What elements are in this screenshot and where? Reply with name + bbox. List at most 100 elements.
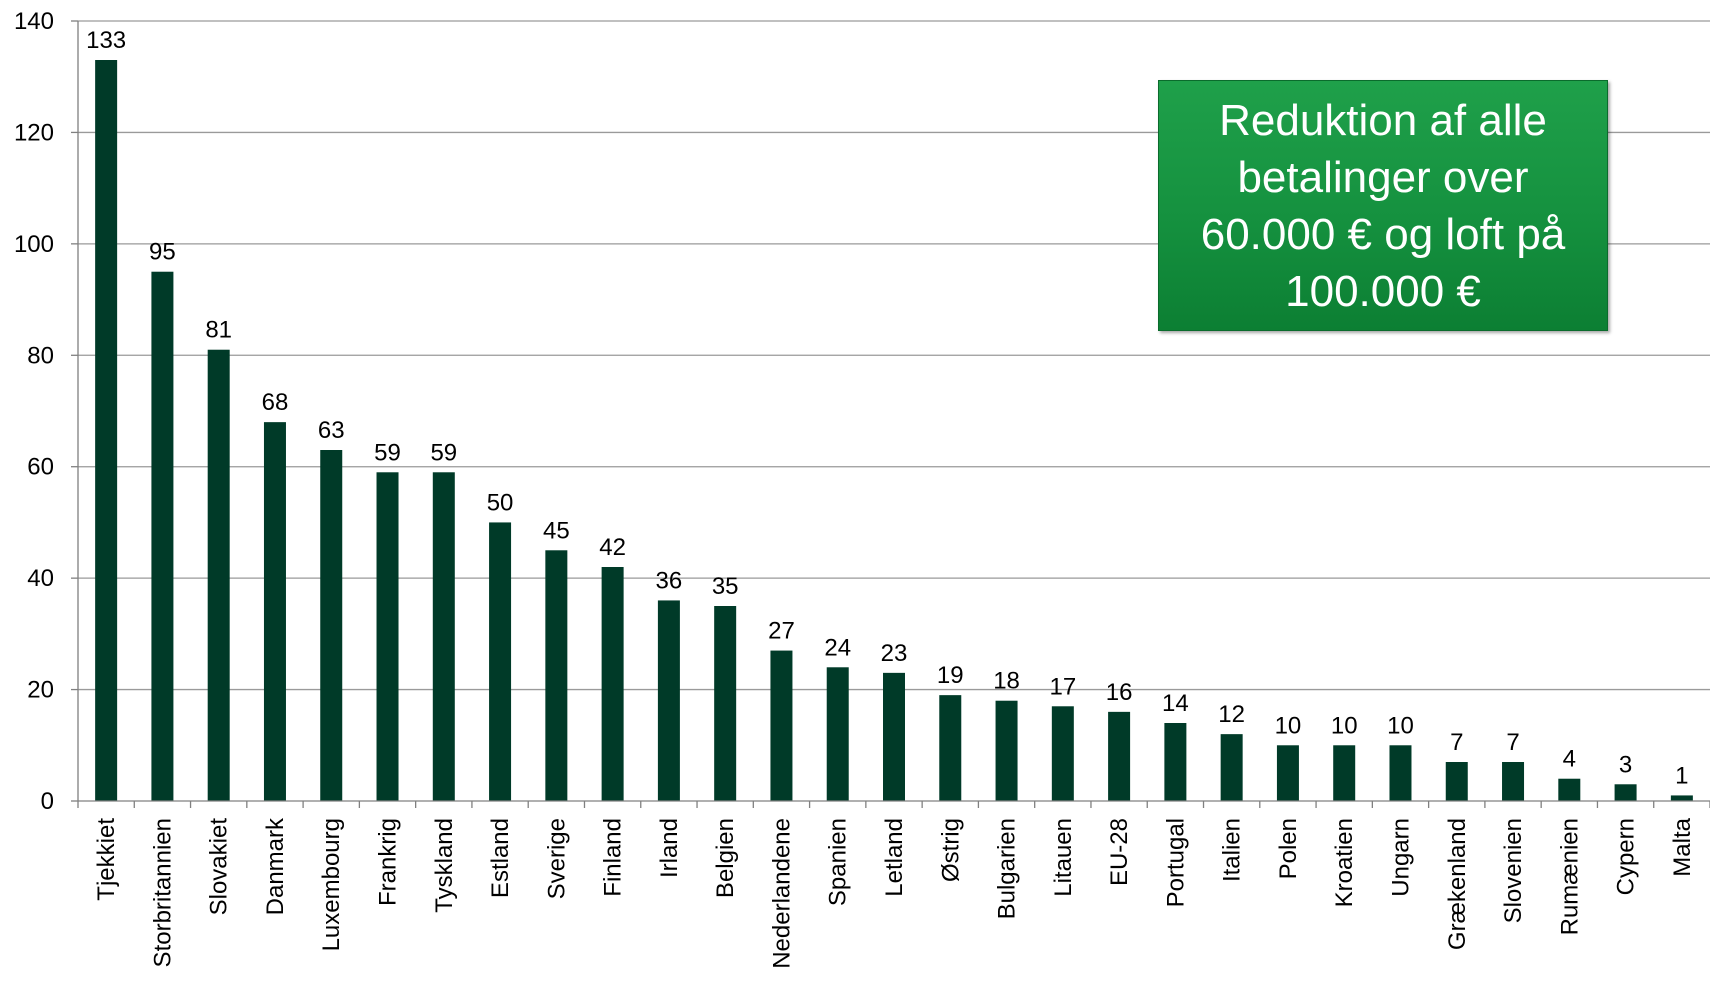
bar [883,672,905,801]
bar [1614,784,1637,801]
x-tick-label: Ungarn [1387,818,1414,897]
x-tick-label: Litauen [1050,818,1077,897]
data-label: 42 [599,534,626,561]
x-tick-label: Grækenland [1444,818,1471,950]
x-tick-label: Storbritannien [149,818,176,967]
data-label: 14 [1162,690,1189,717]
bar [263,422,286,801]
y-axis: 0 20 40 60 80 100 120 140 [14,8,79,815]
bars [95,60,1693,801]
x-tick-label: Spanien [825,818,852,906]
bar [657,600,680,801]
bar [1220,734,1243,801]
gridlines [78,20,1710,691]
x-tick-label: EU-28 [1106,818,1133,886]
bar [1670,795,1693,801]
data-label: 19 [937,662,964,689]
y-tick-label: 140 [14,8,54,35]
data-label: 133 [86,27,126,54]
x-tick-label: Bulgarien [994,818,1021,919]
y-tick-label: 60 [27,454,54,481]
x-tick-label: Estland [487,818,514,898]
x-tick-label: Belgien [712,818,739,898]
data-label: 63 [318,417,345,444]
y-tick-label: 80 [27,342,54,369]
annotation-text: Reduktion af alle betalinger over 60.000… [1200,95,1566,316]
x-tick-label: Rumænien [1556,818,1583,935]
x-tick-label: Letland [881,818,908,897]
data-label: 35 [712,573,739,600]
x-tick-label: Irland [656,818,683,878]
data-label: 50 [487,489,514,516]
bar [1108,711,1131,801]
data-label: 1 [1675,762,1688,789]
data-label: 18 [993,668,1020,695]
annotation-box: Reduktion af alle betalinger over 60.000… [1158,80,1608,331]
bar [95,60,118,801]
bar [601,567,624,801]
data-label: 68 [262,389,289,416]
data-label: 27 [768,618,795,645]
x-tick-label: Italien [1219,818,1246,882]
x-tick-label: Frankrig [375,818,402,906]
data-label: 81 [205,317,232,344]
data-label: 4 [1563,746,1576,773]
y-tick-label: 120 [14,119,54,146]
data-label: 59 [430,439,457,466]
data-label: 12 [1218,701,1245,728]
bar [1558,778,1581,801]
y-tick-label: 100 [14,231,54,258]
data-label: 45 [543,517,570,544]
y-tick-label: 20 [27,677,54,704]
x-tick-label: Østrig [937,818,964,882]
data-label: 7 [1506,729,1519,756]
bar [207,349,230,801]
x-tick-label: Slovenien [1500,818,1527,923]
data-label: 3 [1619,751,1632,778]
bar [1333,745,1356,801]
bar [545,550,568,801]
data-label: 23 [881,640,908,667]
data-label: 16 [1106,679,1133,706]
bar [1445,762,1468,801]
bar [1051,706,1074,801]
data-label: 59 [374,439,401,466]
data-label: 10 [1275,712,1302,739]
bar [1164,723,1187,801]
data-label: 10 [1331,712,1358,739]
y-tick-label: 0 [41,788,54,815]
data-label: 10 [1387,712,1414,739]
data-label: 17 [1049,673,1076,700]
x-tick-label: Polen [1275,818,1302,879]
bar [151,271,174,801]
bar [489,522,512,801]
y-tick-label: 40 [27,565,54,592]
x-axis: Tjekkiet Storbritannien Slovakiet Danmark Lu… [77,800,1710,969]
x-tick-label: Nederlandene [768,818,795,969]
x-tick-label: Slovakiet [206,818,233,916]
x-tick-label: Finland [600,818,627,897]
x-tick-label: Luxembourg [318,818,345,951]
x-tick-label: Danmark [262,817,289,915]
data-label: 24 [824,634,851,661]
bar [376,472,399,801]
bar [320,450,343,801]
data-label: 95 [149,239,176,266]
bar [432,472,455,801]
x-tick-label: Kroatien [1331,818,1358,907]
x-tick-label: Cypern [1613,818,1640,895]
data-label: 36 [656,567,683,594]
bar [770,650,793,801]
data-label: 7 [1450,729,1463,756]
bar [1389,745,1412,801]
bar [1276,745,1299,801]
x-tick-label: Malta [1669,817,1696,876]
x-tick-label: Sverige [543,818,570,899]
bar [826,667,849,801]
bar [995,700,1018,801]
x-tick-label: Tjekkiet [93,818,120,901]
x-tick-label: Tyskland [431,818,458,913]
x-tick-label: Portugal [1162,818,1189,907]
